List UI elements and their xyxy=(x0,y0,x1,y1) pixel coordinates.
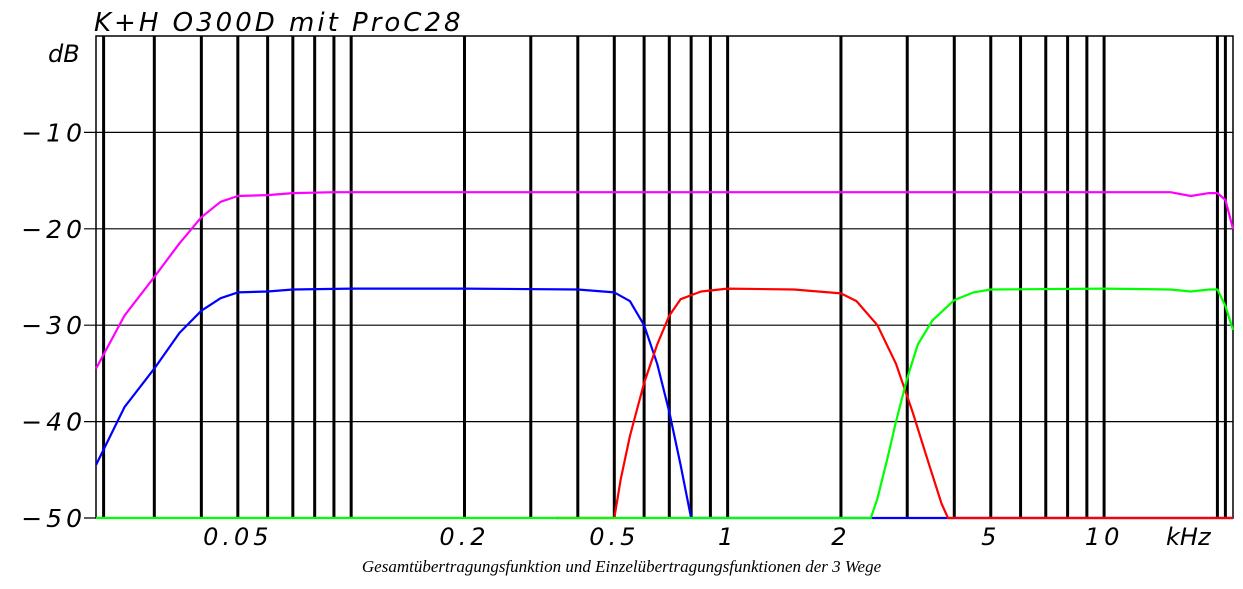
y-tick-label: −30 xyxy=(21,311,86,340)
response-line-2 xyxy=(95,287,1233,520)
x-tick-label: 0.05 xyxy=(203,523,272,551)
x-tick-label: 0.5 xyxy=(589,523,639,551)
axis-ticks: −10 −20 −30 −40 −50 0.05 0.2 0.5 1 2 5 10 xyxy=(21,118,1124,551)
x-tick-label: 5 xyxy=(981,523,1000,551)
x-tick-label: 2 xyxy=(831,523,850,551)
x-tick-label: 10 xyxy=(1085,523,1124,551)
y-tick-label: −50 xyxy=(21,504,86,533)
y-tick-label: −40 xyxy=(21,408,86,437)
x-tick-label: 0.2 xyxy=(439,523,489,551)
figure-caption: Gesamtübertragungsfunktion und Einzelübe… xyxy=(361,557,882,576)
response-line-1 xyxy=(95,191,1235,370)
y-tick-label: −20 xyxy=(21,215,86,244)
y-tick-label: −10 xyxy=(21,118,86,147)
y-axis-label: dB xyxy=(48,40,80,68)
x-axis-unit-label: kHz xyxy=(1166,523,1212,551)
response-line-4 xyxy=(96,287,1235,520)
plot-grid xyxy=(84,35,1234,519)
x-tick-label: 1 xyxy=(718,523,737,551)
plot-series xyxy=(95,191,1235,520)
response-line-3 xyxy=(556,287,1233,520)
chart-title: K+H O300D mit ProC28 xyxy=(94,8,464,38)
